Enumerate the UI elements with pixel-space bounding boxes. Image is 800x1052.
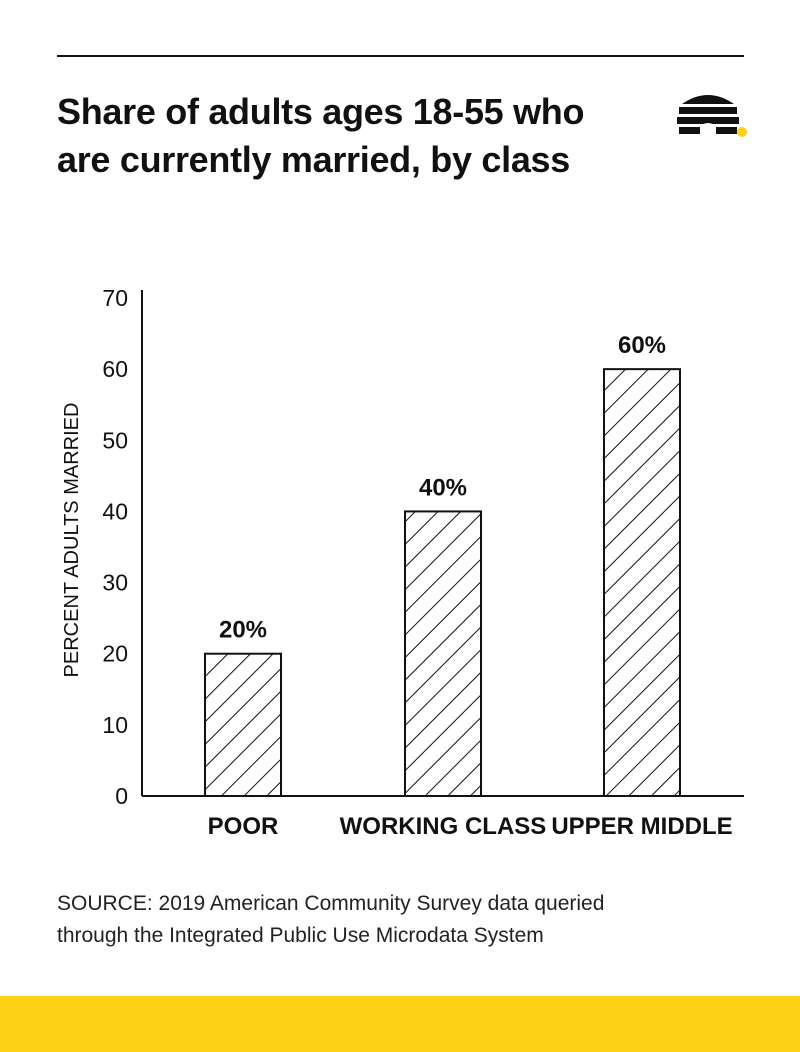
y-axis-title: PERCENT ADULTS MARRIED [61, 403, 83, 678]
footer-accent-band [0, 996, 800, 1052]
bar [603, 368, 681, 798]
y-tick-label: 70 [102, 285, 128, 311]
beehive-icon [677, 95, 747, 137]
category-label: WORKING CLASS [340, 813, 547, 840]
y-tick-label: 0 [115, 783, 128, 809]
top-rule [57, 55, 744, 57]
bars [204, 368, 681, 798]
y-axis-ticks: 0 10 20 30 40 50 60 70 [102, 285, 128, 809]
y-tick-label: 50 [102, 427, 128, 453]
bar-value-label: 20% [219, 617, 267, 644]
category-labels: POOR WORKING CLASS UPPER MIDDLE [208, 813, 733, 840]
category-label: UPPER MIDDLE [551, 813, 732, 840]
source-note: SOURCE: 2019 American Community Survey d… [57, 888, 757, 952]
bar-value-label: 40% [419, 474, 467, 501]
y-tick-label: 20 [102, 641, 128, 667]
bar [204, 652, 282, 798]
category-label: POOR [208, 813, 279, 840]
source-line-1: SOURCE: 2019 American Community Survey d… [57, 892, 605, 915]
source-line-2: through the Integrated Public Use Microd… [57, 924, 544, 947]
y-tick-label: 10 [102, 712, 128, 738]
y-tick-label: 60 [102, 356, 128, 382]
bar [404, 510, 482, 798]
chart-title: Share of adults ages 18-55 who are curre… [57, 91, 585, 180]
value-labels: 20% 40% 60% [219, 332, 666, 644]
y-tick-label: 30 [102, 570, 128, 596]
bar-value-label: 60% [618, 332, 666, 359]
y-tick-label: 40 [102, 498, 128, 524]
bar-chart: 0 10 20 30 40 50 60 70 20% 40% 60% POOR WORKING CL… [61, 285, 744, 840]
